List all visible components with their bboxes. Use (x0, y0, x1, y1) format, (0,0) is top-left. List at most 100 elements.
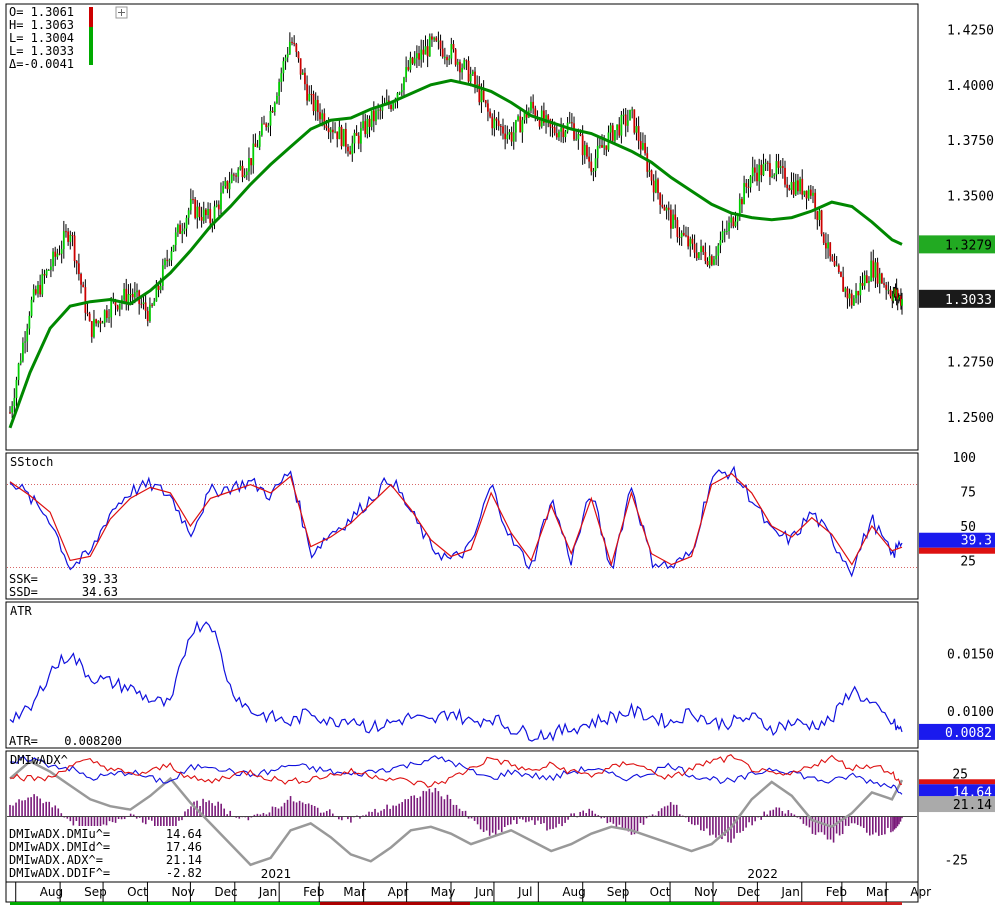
price-bar-body (512, 132, 515, 142)
price-bar-body (250, 158, 253, 166)
price-bar-body (650, 170, 653, 181)
price-bar-body (448, 58, 451, 61)
price-bar-body (594, 158, 597, 171)
price-bar-body (611, 125, 614, 141)
price-bar-body (278, 82, 280, 96)
atr-layer (9, 620, 903, 742)
price-bar-body (878, 273, 881, 284)
price-bar-body (258, 135, 261, 147)
price-bar-body (293, 42, 296, 45)
price-bar-body (415, 53, 418, 59)
ssd-value: 34.63 (82, 585, 118, 599)
price-bar-body (144, 302, 147, 311)
price-bar-body (452, 44, 455, 50)
month-label: May (431, 885, 456, 899)
price-bar-body (237, 169, 240, 177)
price-value-badge-text: 1.3033 (945, 293, 992, 308)
price-bar-body (887, 289, 890, 291)
price-bar-body (558, 131, 560, 138)
price-bar-body (818, 210, 821, 220)
price-panel-frame (5, 3, 919, 451)
price-bar-body (794, 180, 797, 195)
price-bar-body (22, 342, 24, 361)
crosshair-icon[interactable] (115, 6, 128, 19)
price-bar-body (897, 297, 900, 300)
month-label: Jan (258, 885, 278, 899)
price-bar-body (745, 183, 748, 187)
price-bar-body (816, 211, 819, 220)
price-bar-body (734, 221, 737, 227)
price-bar-body (840, 271, 842, 277)
price-bar-body (17, 363, 20, 380)
price-bar-body (140, 303, 143, 305)
price-bar-body (77, 263, 80, 275)
dmi-row-label-1: DMIwADX.DMId^= (9, 840, 110, 854)
stoch-ytick-label: 100 (953, 451, 976, 466)
price-bar-body (32, 289, 35, 300)
price-bar-body (876, 262, 879, 284)
di-minus-line (9, 754, 903, 788)
atr-title: ATR (10, 604, 32, 618)
stoch-readout-box (7, 571, 122, 598)
ssd-label: SSD= (9, 585, 38, 599)
di-plus-line (9, 755, 903, 795)
price-bar-body (609, 125, 612, 133)
price-bar-body (54, 251, 57, 257)
price-bar-body (86, 312, 89, 314)
price-bar-body (97, 320, 100, 324)
price-bar-body (644, 143, 646, 154)
price-bar-body (200, 216, 203, 221)
month-label: Jan (780, 885, 800, 899)
price-bar-body (118, 303, 121, 310)
month-label: Mar (343, 885, 366, 899)
atr-ytick-label: 0.0100 (947, 705, 994, 720)
price-bar-body (506, 134, 509, 140)
price-bar-body (682, 232, 685, 236)
price-bar-body (411, 57, 414, 64)
price-bar-body (478, 84, 481, 103)
price-bar-body (523, 111, 526, 121)
price-bar-body (243, 175, 246, 178)
month-label: Aug (562, 885, 585, 899)
price-bar-body (648, 170, 651, 172)
price-bar-body (846, 288, 849, 299)
price-bar-body (187, 210, 190, 218)
price-bar-body (99, 320, 102, 324)
trend-strip (720, 902, 902, 905)
price-bar-body (542, 110, 545, 123)
stoch-k-badge (919, 532, 995, 548)
price-bar-body (891, 296, 894, 301)
month-label: Sep (607, 885, 630, 899)
price-bar-body (618, 124, 621, 136)
price-bar-body (50, 266, 52, 270)
trend-strip (10, 902, 150, 905)
month-label: Feb (303, 885, 324, 899)
price-bar-body (831, 256, 834, 261)
price-bar-body (573, 123, 575, 140)
price-bar-body (450, 44, 453, 59)
price-bar-body (142, 302, 145, 304)
ohlc-color-bar-top (89, 7, 93, 27)
price-bar-body (827, 242, 829, 249)
price-bar-body (110, 300, 113, 318)
price-bar-body (605, 145, 608, 150)
price-bar-body (695, 252, 698, 259)
price-bar-body (101, 322, 104, 324)
price-bar-body (465, 60, 468, 62)
price-bar-body (807, 189, 810, 199)
price-bar-body (84, 287, 87, 313)
price-bar-body (215, 204, 218, 207)
price-bar-body (168, 260, 171, 262)
price-bar-body (842, 276, 845, 292)
price-bar-body (894, 288, 897, 297)
price-bar-body (9, 412, 11, 414)
price-bar-body (667, 207, 670, 210)
di-minus-badge (919, 779, 995, 785)
price-bar-body (426, 46, 429, 57)
price-bar-body (65, 231, 67, 233)
price-bar-body (521, 120, 524, 133)
price-bar-body (461, 67, 463, 73)
price-bar-body (689, 238, 692, 247)
price-bar-body (379, 109, 382, 111)
price-bar-body (892, 293, 895, 301)
